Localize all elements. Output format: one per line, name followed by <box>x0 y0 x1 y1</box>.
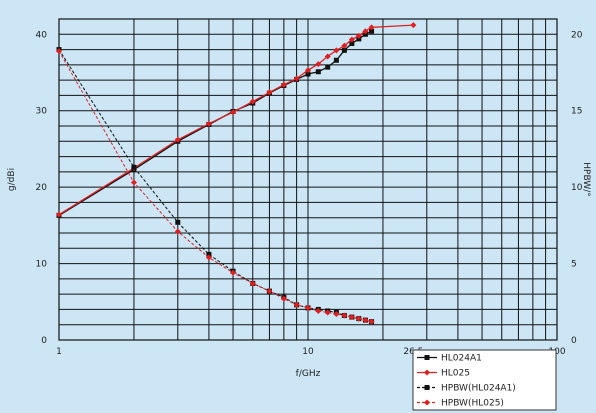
data-point <box>368 318 375 325</box>
y2-tick-label: 10 <box>571 183 583 193</box>
data-point <box>369 28 375 34</box>
data-point <box>355 32 362 39</box>
data-point <box>333 57 339 63</box>
legend-label: HPBW(HL025) <box>441 399 504 409</box>
x-tick-label: 100 <box>548 347 565 357</box>
data-point <box>56 211 62 218</box>
legend-label: HPBW(HL024A1) <box>441 384 516 394</box>
data-point <box>341 42 348 49</box>
y-tick-label: 30 <box>36 107 48 117</box>
legend-swatch-marker <box>424 355 430 360</box>
data-point <box>249 98 256 105</box>
y-tick-label: 0 <box>41 336 47 346</box>
y2-tick-label: 5 <box>571 260 577 270</box>
data-point <box>362 31 368 37</box>
legend-swatch-marker <box>424 399 430 406</box>
data-point <box>333 311 340 318</box>
data-point <box>175 219 181 225</box>
data-point <box>355 315 362 322</box>
data-point <box>315 69 321 75</box>
legend-label: HL025 <box>441 369 470 379</box>
data-point <box>362 28 369 35</box>
legend-box <box>412 349 557 411</box>
data-point <box>293 75 300 82</box>
data-point <box>130 179 137 186</box>
data-point <box>325 64 331 70</box>
y-tick-label: 20 <box>36 183 48 193</box>
data-point <box>205 120 212 127</box>
data-point <box>368 24 375 31</box>
data-point <box>333 47 340 54</box>
x-tick-label: 1 <box>56 347 62 357</box>
data-point <box>174 228 181 235</box>
x-axis-label: f/GHz <box>296 369 321 379</box>
data-point <box>249 280 256 287</box>
legend-swatch-marker <box>424 369 430 376</box>
x-tick-label: 10 <box>302 347 314 357</box>
data-point <box>205 254 212 261</box>
series-HPBW(HL025) <box>56 48 375 325</box>
data-point <box>230 109 237 116</box>
data-point <box>324 53 331 60</box>
legend-swatch-marker <box>424 385 430 390</box>
data-point <box>356 36 362 42</box>
data-point <box>131 164 137 170</box>
data-point <box>174 136 181 143</box>
data-point <box>293 301 300 308</box>
y2-tick-label: 0 <box>571 336 577 346</box>
data-point <box>315 307 322 314</box>
y2-axis-label: HPBW/° <box>581 162 591 196</box>
data-point <box>230 269 237 276</box>
data-point <box>305 304 311 311</box>
y-tick-label: 40 <box>36 30 48 40</box>
data-point <box>410 22 417 29</box>
y2-tick-label: 15 <box>571 107 582 117</box>
data-point <box>315 61 322 68</box>
series-layer <box>56 22 417 325</box>
data-point <box>349 40 355 46</box>
data-point <box>56 48 62 55</box>
data-point <box>266 288 273 295</box>
data-point <box>348 314 355 321</box>
data-point <box>280 295 287 302</box>
data-point <box>348 36 355 43</box>
y-axis-label: g/dBi <box>7 168 17 191</box>
data-point <box>362 317 369 324</box>
data-point <box>206 251 212 257</box>
data-point <box>324 309 331 316</box>
legend: HL024A1 HL025 HPBW(HL024A1) HPBW(HL025) <box>412 349 557 411</box>
y-tick-label: 10 <box>36 260 48 270</box>
grid-lines <box>58 18 558 341</box>
data-point <box>341 47 347 53</box>
axes: 11026,510001020304005101520 <box>36 18 583 357</box>
plot-frame <box>58 18 558 341</box>
legend-label: HL024A1 <box>441 354 482 364</box>
y2-tick-label: 20 <box>571 30 583 40</box>
data-point <box>305 71 311 77</box>
data-point <box>266 89 273 96</box>
data-point <box>280 81 287 88</box>
series-line <box>58 49 372 323</box>
data-point <box>305 67 311 74</box>
data-point <box>341 312 348 319</box>
